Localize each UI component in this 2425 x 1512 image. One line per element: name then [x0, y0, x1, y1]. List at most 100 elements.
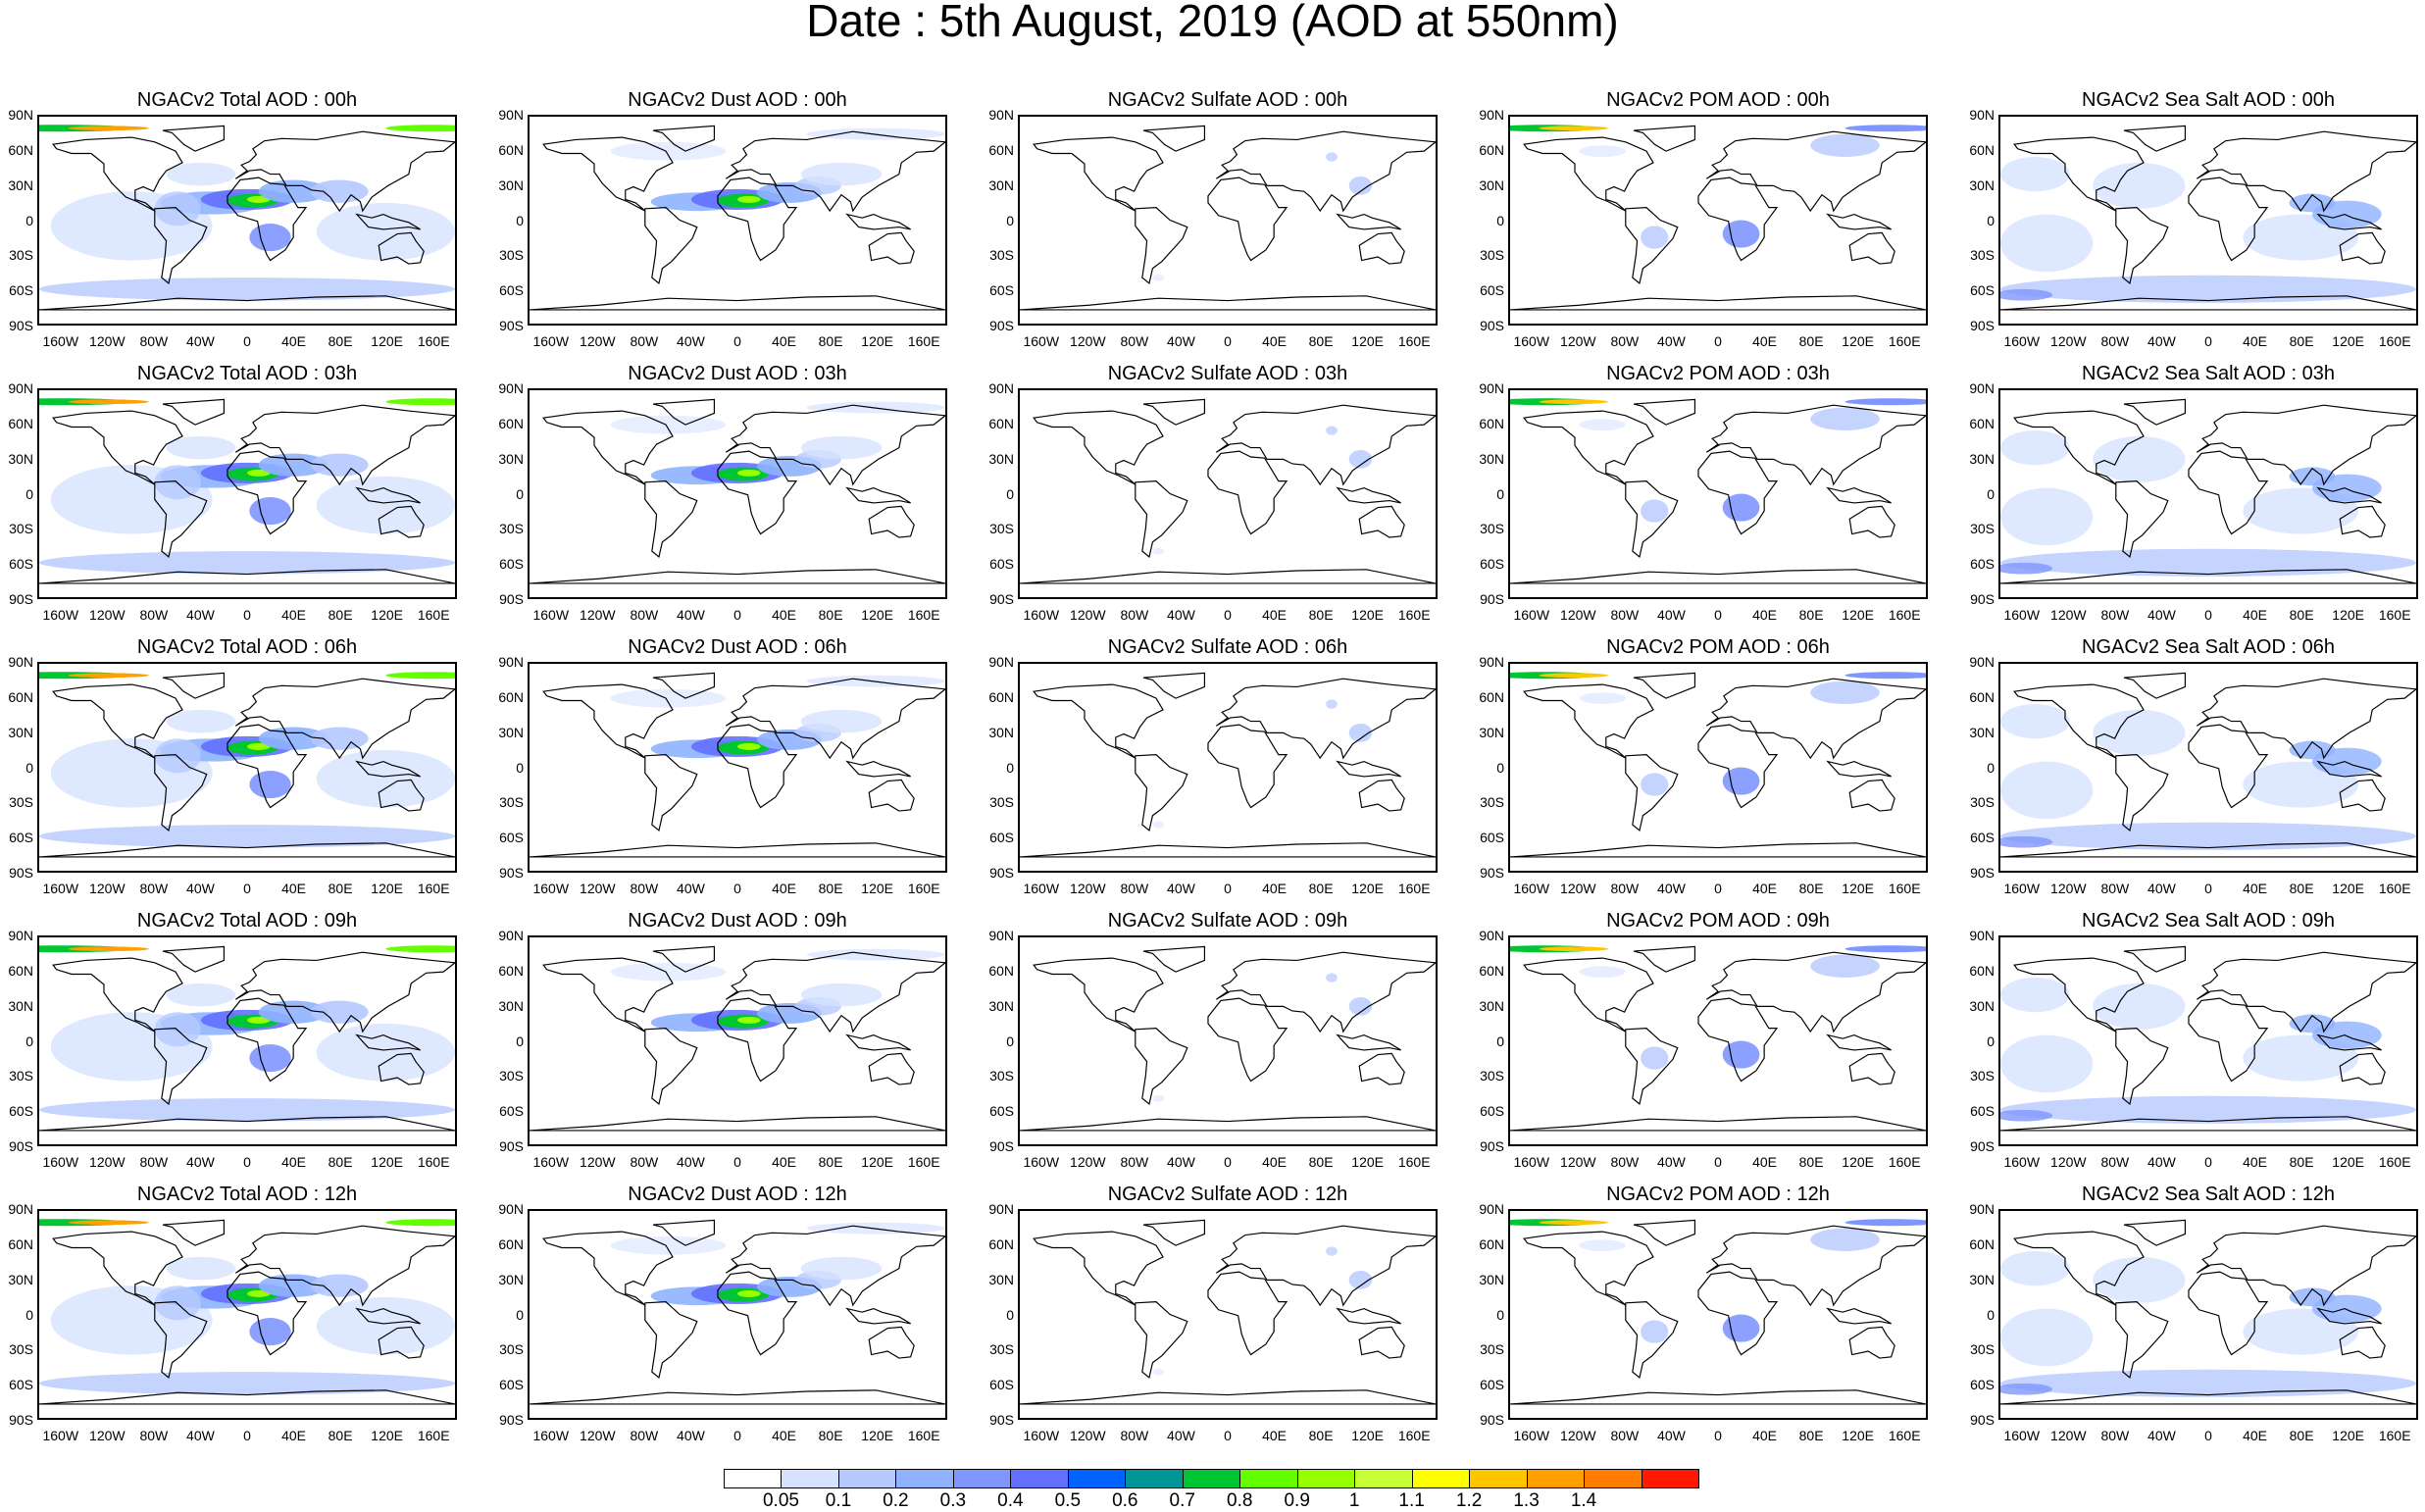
coastline	[1697, 1271, 1779, 1356]
lat-tick-label: 30N	[498, 176, 524, 193]
coastline	[227, 724, 308, 809]
lat-tick-label: 60S	[1970, 282, 1995, 299]
lon-tick-label: 80W	[1120, 881, 1149, 896]
lon-tick-label: 120W	[2050, 881, 2087, 896]
lon-tick-label: 120W	[1070, 881, 1106, 896]
coastline	[2188, 450, 2269, 535]
aod-field-patch	[2000, 275, 2416, 303]
lon-tick-label: 120E	[2332, 1154, 2364, 1170]
lon-tick-label: 40E	[1262, 607, 1287, 623]
lat-tick-label: 0	[1987, 1033, 1995, 1049]
coastline	[1215, 130, 1436, 213]
lon-tick-label: 160E	[907, 1428, 940, 1443]
lat-tick-label: 0	[516, 1306, 524, 1323]
coastline	[1215, 678, 1436, 760]
lat-tick-label: 0	[1987, 1306, 1995, 1323]
lon-tick-label: 160W	[2003, 333, 2041, 349]
lon-tick-label: 160W	[42, 1428, 79, 1443]
panel-title: NGACv2 POM AOD : 09h	[1606, 910, 1830, 932]
aod-colorbar	[724, 1469, 1699, 1488]
lon-tick-label: 40E	[2243, 1428, 2267, 1443]
lat-tick-label: 30N	[8, 450, 33, 467]
aod-field-patch	[1152, 1368, 1165, 1376]
aod-field-patch	[2000, 1251, 2070, 1286]
lon-tick-label: 40E	[772, 1154, 796, 1170]
world-map	[1020, 398, 1436, 584]
lon-tick-label: 120W	[580, 1154, 616, 1170]
lon-tick-label: 80W	[1120, 607, 1149, 623]
aod-field-patch	[737, 1016, 761, 1024]
lon-tick-label: 160W	[2003, 1154, 2041, 1170]
colorbar-label: 1.1	[1398, 1490, 1425, 1511]
coastline	[2188, 724, 2269, 809]
coastline	[52, 1231, 183, 1306]
lat-tick-label: 60N	[1479, 688, 1504, 705]
lon-tick-label: 40W	[186, 333, 215, 349]
coastline	[1826, 1307, 1892, 1325]
lon-tick-label: 80E	[1308, 1428, 1334, 1443]
lon-tick-label: 80W	[1120, 333, 1149, 349]
lat-tick-label: 90N	[1969, 1201, 1995, 1217]
aod-field-patch	[249, 771, 291, 799]
lon-tick-label: 40W	[186, 607, 215, 623]
lat-tick-label: 30N	[1969, 724, 1995, 740]
lat-tick-label: 90S	[1480, 865, 1504, 881]
lon-tick-label: 160W	[1023, 333, 1060, 349]
aod-field-patch	[385, 125, 455, 132]
lon-tick-label: 160W	[2003, 881, 2041, 896]
lon-tick-label: 40E	[281, 1428, 306, 1443]
coastline	[2000, 1116, 2416, 1132]
lat-tick-label: 60S	[499, 556, 524, 573]
lon-tick-label: 80W	[2100, 1154, 2130, 1170]
lat-tick-label: 30S	[9, 1068, 33, 1084]
lon-tick-label: 120W	[1070, 1428, 1106, 1443]
aod-field-patch	[68, 399, 149, 405]
lon-tick-label: 40W	[677, 1154, 705, 1170]
lat-tick-label: 0	[1496, 1033, 1504, 1049]
lat-tick-label: 60N	[1969, 415, 1995, 431]
lon-tick-label: 160E	[1397, 607, 1431, 623]
panel-title: NGACv2 Dust AOD : 03h	[628, 363, 847, 384]
panel-title: NGACv2 Sulfate AOD : 03h	[1107, 363, 1348, 384]
aod-field-patch	[2000, 835, 2052, 848]
coastline	[2115, 207, 2169, 285]
lon-tick-label: 160W	[1513, 881, 1550, 896]
lon-tick-label: 0	[1224, 607, 1232, 623]
lon-tick-label: 40E	[772, 607, 796, 623]
lon-tick-label: 160E	[2378, 881, 2411, 896]
lat-tick-label: 60S	[1970, 1377, 1995, 1393]
lon-tick-label: 80E	[1798, 1428, 1824, 1443]
world-map	[530, 945, 945, 1132]
colorbar-label: 0.1	[825, 1490, 852, 1511]
aod-field-patch	[2000, 1308, 2094, 1367]
lat-tick-label: 0	[1006, 1306, 1014, 1323]
lat-tick-label: 90N	[498, 380, 524, 396]
coastline	[542, 957, 674, 1033]
coastline	[1697, 997, 1779, 1083]
lat-tick-label: 0	[516, 485, 524, 502]
lon-tick-label: 120W	[89, 333, 126, 349]
aod-field-patch	[1579, 692, 1626, 705]
lon-tick-label: 80W	[139, 1154, 169, 1170]
coastline	[530, 1116, 945, 1132]
lon-tick-label: 160E	[1397, 1154, 1431, 1170]
lat-tick-label: 30S	[499, 521, 524, 537]
coastline	[1625, 1301, 1679, 1380]
coastline	[652, 672, 716, 699]
world-map	[530, 125, 945, 311]
coastline	[1142, 398, 1206, 426]
coastline	[39, 1116, 455, 1132]
coastline	[2196, 951, 2416, 1033]
coastline	[725, 1225, 945, 1307]
coastline	[1633, 398, 1696, 426]
world-map	[2000, 945, 2416, 1132]
lon-tick-label: 120E	[371, 333, 403, 349]
lat-tick-label: 0	[1006, 485, 1014, 502]
coastline	[2316, 1033, 2382, 1051]
coastline	[2123, 1219, 2187, 1246]
aod-field-patch	[154, 465, 201, 500]
coastline	[652, 945, 716, 973]
lat-tick-label: 0	[25, 485, 33, 502]
aod-field-patch	[800, 983, 883, 1007]
panel-title: NGACv2 Total AOD : 12h	[136, 1184, 358, 1205]
